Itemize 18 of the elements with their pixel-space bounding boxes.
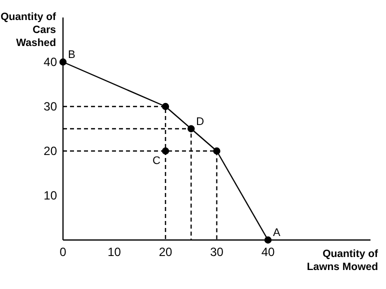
point — [59, 58, 67, 66]
annotation: C — [152, 155, 161, 167]
x-tick-label: 30 — [210, 245, 224, 259]
point — [264, 236, 272, 244]
point — [162, 147, 170, 155]
x-tick-label: 10 — [108, 245, 122, 259]
y-tick-label: 20 — [44, 144, 58, 158]
y-tick-label: 10 — [44, 188, 58, 202]
y-tick-label: 40 — [44, 55, 58, 69]
y-axis-title: Quantity of Cars Washed — [0, 11, 56, 49]
x-axis-title: Quantity of Lawns Mowed — [306, 248, 378, 273]
y-tick-label: 30 — [44, 100, 58, 114]
annotation: A — [273, 227, 281, 239]
x-tick-label: 40 — [261, 245, 275, 259]
x-tick-label: 0 — [60, 245, 67, 259]
annotation: D — [196, 116, 204, 128]
annotation: B — [68, 49, 76, 61]
x-tick-label: 20 — [158, 245, 172, 259]
